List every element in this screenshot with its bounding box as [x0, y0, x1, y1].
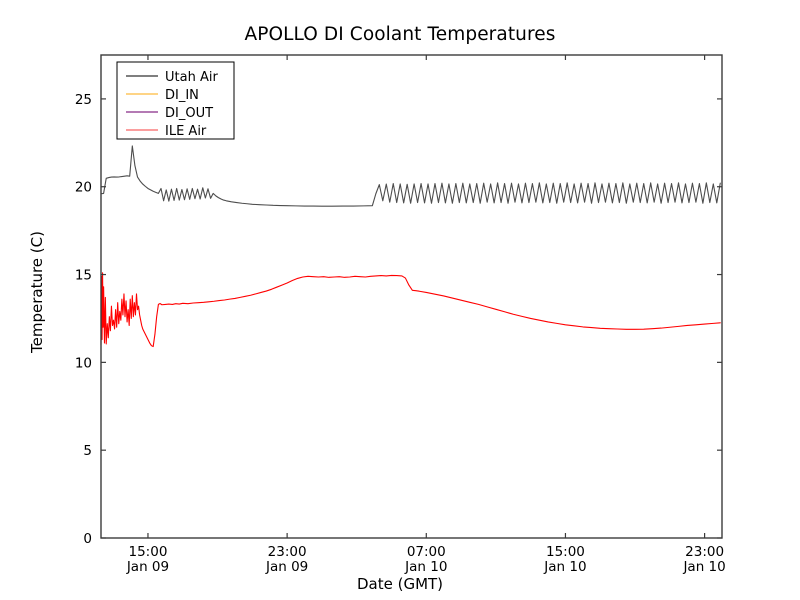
y-tick-label: 10 — [75, 355, 92, 371]
legend-box — [116, 61, 235, 140]
x-tick-label-date: Jan 09 — [265, 559, 308, 575]
series-line-ile-air — [100, 272, 721, 348]
x-tick-label-time: 15:00 — [129, 544, 168, 560]
axes-frame — [100, 54, 723, 539]
chart-title: APOLLO DI Coolant Temperatures — [244, 24, 556, 45]
x-tick-label-time: 15:00 — [546, 544, 585, 560]
legend-label-ile-air: ILE Air — [165, 124, 207, 139]
series-group — [100, 145, 721, 348]
y-tick-label: 25 — [75, 92, 92, 108]
y-tick-group: 0 5 10 15 20 25 — [75, 92, 722, 547]
series-line-utah-air — [100, 145, 721, 207]
x-tick-label-date: Jan 09 — [126, 559, 169, 575]
y-tick-label: 15 — [75, 268, 92, 284]
chart-legend[interactable]: Utah Air DI_IN DI_OUT ILE Air — [116, 61, 235, 140]
x-tick-label-date: Jan 10 — [404, 559, 447, 575]
y-tick-label: 20 — [75, 180, 92, 196]
x-tick-label-time: 23:00 — [268, 544, 307, 560]
y-tick-label: 0 — [83, 531, 92, 547]
y-axis-label: Temperature (C) — [28, 231, 46, 353]
legend-label-di-out: DI_OUT — [165, 106, 213, 121]
legend-label-di-in: DI_IN — [165, 88, 199, 103]
legend-label-utah-air: Utah Air — [165, 70, 218, 85]
x-tick-label-date: Jan 10 — [543, 559, 586, 575]
x-tick-label-date: Jan 10 — [682, 559, 725, 575]
x-axis-label: Date (GMT) — [356, 575, 444, 593]
y-tick-label: 5 — [83, 443, 92, 459]
x-tick-label-time: 07:00 — [407, 544, 446, 560]
legend-entries: Utah Air DI_IN DI_OUT ILE Air — [126, 70, 218, 139]
x-tick-label-time: 23:00 — [685, 544, 724, 560]
